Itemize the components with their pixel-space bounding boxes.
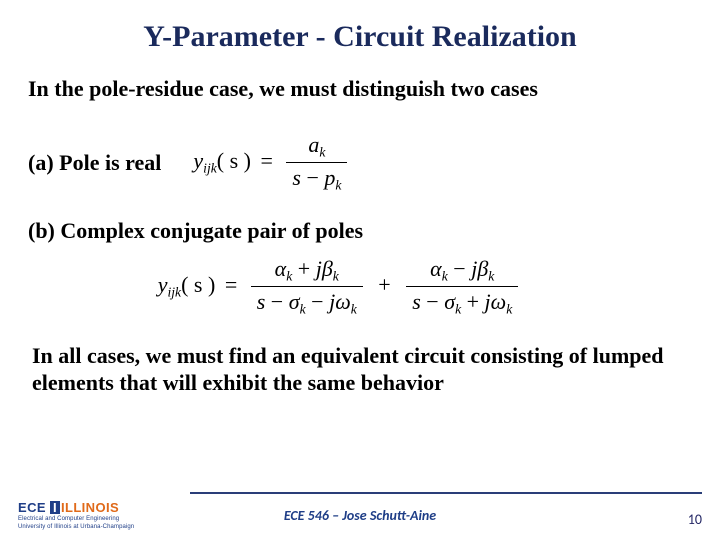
case-b-label: (b) Complex conjugate pair of poles <box>28 218 692 244</box>
footer-course: ECE 546 – Jose Schutt-Aine <box>0 507 720 524</box>
eq1-lhs-sub: ijk <box>203 160 217 175</box>
eq1-num: ak <box>286 132 347 162</box>
equals-sign: = <box>261 148 273 173</box>
eq2-term2: αk − jβk s − σk + jωk <box>406 256 518 318</box>
eq1-den: s − pk <box>286 162 347 193</box>
eq1-fraction: ak s − pk <box>286 132 347 194</box>
logo-sub2: University of Illinois at Urbana-Champai… <box>18 524 134 530</box>
case-a-label: (a) Pole is real <box>28 150 161 176</box>
intro-text: In the pole-residue case, we must distin… <box>28 76 692 102</box>
conclusion-text: In all cases, we must find an equivalent… <box>28 343 692 397</box>
eq1-lhs-base: y <box>193 148 203 173</box>
page-number: 10 <box>688 511 702 528</box>
footer: ECE IILLINOIS Electrical and Computer En… <box>0 486 720 540</box>
eq1-arg: ( s ) <box>217 148 251 173</box>
eq2-lhs-base: y <box>158 272 168 297</box>
plus-sign: + <box>378 272 390 297</box>
footer-rule <box>190 492 702 494</box>
slide-title: Y-Parameter - Circuit Realization <box>28 20 692 54</box>
case-a-row: (a) Pole is real yijk( s ) = ak s − pk <box>28 132 692 194</box>
equation-1: yijk( s ) = ak s − pk <box>193 132 351 194</box>
eq2-term1: αk + jβk s − σk − jωk <box>251 256 363 318</box>
equation-2-wrap: yijk( s ) = αk + jβk s − σk − jωk + αk −… <box>28 256 692 318</box>
equation-2: yijk( s ) = αk + jβk s − σk − jωk + αk −… <box>158 272 523 297</box>
slide: Y-Parameter - Circuit Realization In the… <box>0 0 720 540</box>
equals-sign: = <box>225 272 237 297</box>
